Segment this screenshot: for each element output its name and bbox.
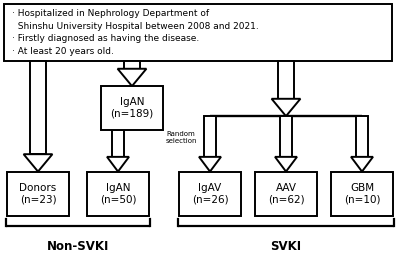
Text: · Hospitalized in Nephrology Department of: · Hospitalized in Nephrology Department … [12, 9, 209, 18]
Polygon shape [124, 61, 140, 69]
Text: Donors
(n=23): Donors (n=23) [19, 183, 57, 204]
Text: · At least 20 years old.: · At least 20 years old. [12, 47, 114, 56]
FancyBboxPatch shape [331, 171, 393, 216]
Text: AAV
(n=62): AAV (n=62) [268, 183, 304, 204]
Polygon shape [118, 69, 146, 86]
Text: IgAN
(n=189): IgAN (n=189) [110, 97, 154, 119]
Polygon shape [356, 116, 368, 157]
Polygon shape [280, 116, 292, 157]
Polygon shape [275, 157, 297, 171]
Polygon shape [199, 157, 221, 171]
Polygon shape [351, 157, 373, 171]
Text: Random
selection: Random selection [166, 131, 198, 144]
Polygon shape [107, 157, 129, 171]
Polygon shape [272, 99, 300, 116]
FancyBboxPatch shape [101, 86, 163, 130]
Polygon shape [30, 61, 46, 154]
Text: GBM
(n=10): GBM (n=10) [344, 183, 380, 204]
Polygon shape [204, 116, 216, 157]
Polygon shape [24, 154, 52, 171]
FancyBboxPatch shape [87, 171, 149, 216]
FancyBboxPatch shape [255, 171, 317, 216]
Polygon shape [278, 61, 294, 99]
Text: Non-SVKI: Non-SVKI [47, 241, 109, 253]
Text: IgAN
(n=50): IgAN (n=50) [100, 183, 136, 204]
FancyBboxPatch shape [4, 4, 392, 61]
Text: · Firstly diagnosed as having the disease.: · Firstly diagnosed as having the diseas… [12, 34, 199, 44]
Text: Shinshu University Hospital between 2008 and 2021.: Shinshu University Hospital between 2008… [12, 22, 259, 31]
Polygon shape [112, 130, 124, 157]
Text: IgAV
(n=26): IgAV (n=26) [192, 183, 228, 204]
FancyBboxPatch shape [179, 171, 241, 216]
FancyBboxPatch shape [7, 171, 69, 216]
Text: SVKI: SVKI [270, 241, 302, 253]
